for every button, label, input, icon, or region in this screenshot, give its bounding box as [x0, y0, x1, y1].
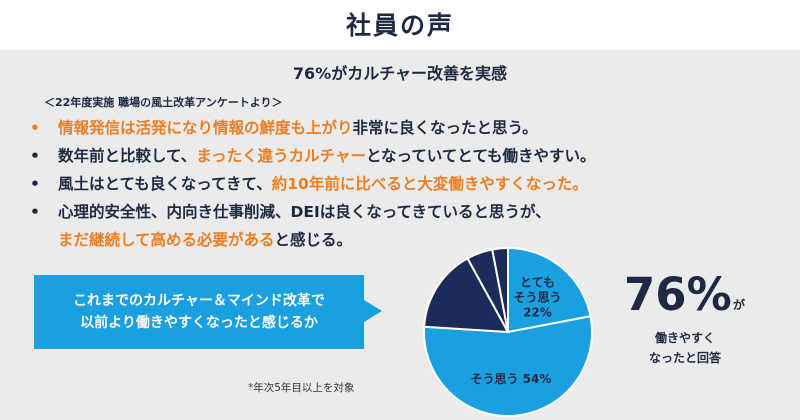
callout-arrow	[364, 300, 382, 322]
bullet-icon: •	[30, 175, 40, 193]
page-title: 社員の声	[345, 11, 454, 40]
question-line-2: 以前より働きやすくなったと感じるか	[80, 315, 318, 331]
comment-1-segment-1: まったく違うカルチャー	[196, 147, 366, 165]
result-suffix: が	[733, 298, 746, 312]
bullet-icon: •	[30, 119, 40, 137]
comment-cont-segment-0: まだ継続して高める必要がある	[58, 231, 275, 249]
pie-slice-1	[423, 315, 593, 417]
comment-2-segment-0: 風土はとても良くなってきて、	[58, 175, 272, 193]
pie-label-0-0: とても	[520, 275, 555, 289]
comment-item: • 風土はとても良くなってきて、約10年前に比べると大変働きやすくなった。	[22, 170, 792, 198]
result-caption: 働きやすく なったと回答	[620, 328, 750, 368]
question-line-1: これまでのカルチャー＆マインド改革で	[73, 293, 325, 309]
comment-1-segment-2: となっていてとても働きやすい。	[366, 147, 596, 165]
pie-slice-2	[423, 257, 510, 334]
comment-1-segment-0: 数年前と比較して、	[58, 147, 197, 165]
comment-list: • 情報発信は活発になり情報の鮮度も上がり非常に良くなったと思う。 • 数年前と比較し…	[22, 114, 792, 254]
comment-3-segment-0: 心理的安全性、内向き仕事削減、DEIは良くなってきていると思うが、	[58, 203, 551, 221]
pie-label-0-1: そう思う	[513, 290, 561, 304]
comment-0-segment-0: 情報発信は活発になり情報の鮮度も上がり	[58, 119, 353, 137]
result-line-2: なったと回答	[648, 351, 721, 365]
comment-item: • 数年前と比較して、まったく違うカルチャーとなっていてとても働きやすい。	[22, 142, 792, 170]
comment-item: • 心理的安全性、内向き仕事削減、DEIは良くなってきていると思うが、	[22, 198, 792, 226]
comment-continuation: まだ継続して高める必要があると感じる。	[22, 226, 792, 254]
pie-slice-4	[491, 246, 509, 333]
pie-label-1-0: そう思う 54%	[470, 372, 551, 386]
question-callout: これまでのカルチャー＆マインド改革で 以前より働きやすくなったと感じるか	[34, 275, 364, 349]
subtitle: 76%がカルチャー改善を実感	[292, 64, 508, 83]
result-line-1: 働きやすく	[654, 331, 715, 345]
comment-2-segment-1: 約10年前に比べると大変働きやすくなった。	[271, 175, 588, 193]
header-bar: 社員の声	[0, 0, 800, 50]
pie-label-0-2: 22%	[523, 305, 552, 319]
comment-item: • 情報発信は活発になり情報の鮮度も上がり非常に良くなったと思う。	[22, 114, 792, 142]
survey-note: ＜22年度実施 職場の風土改革アンケートより＞	[44, 96, 283, 109]
comment-cont-segment-1: と感じる。	[274, 231, 353, 249]
bullet-icon: •	[30, 147, 40, 165]
comment-0-segment-1: 非常に良くなったと思う。	[352, 119, 538, 137]
result-percentage: 76%	[624, 268, 732, 321]
footnote: *年次5年目以上を対象	[248, 382, 355, 394]
bullet-icon: •	[30, 203, 40, 221]
pie-slice-0	[507, 246, 592, 334]
